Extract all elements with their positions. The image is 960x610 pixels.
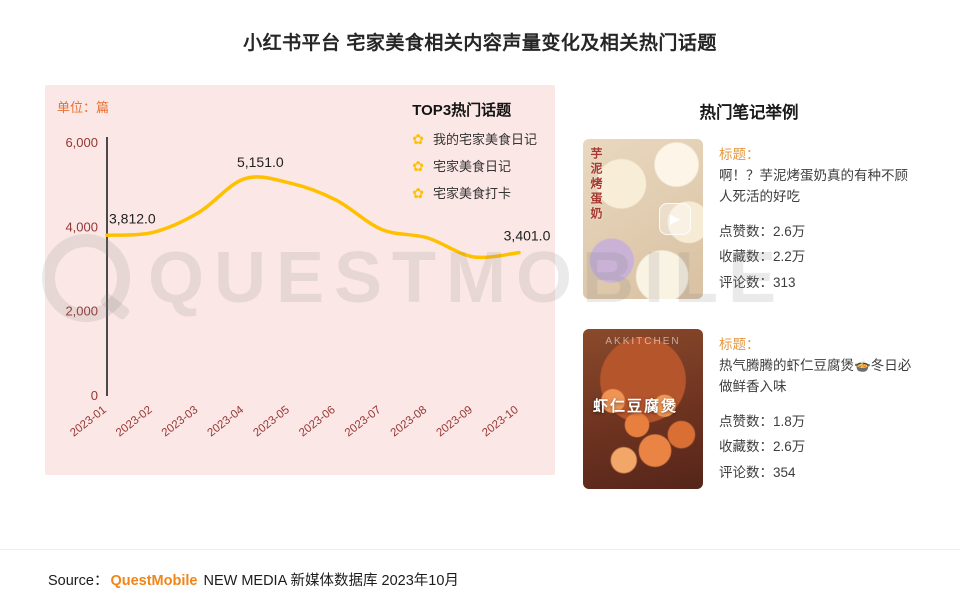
note-card: AKKITCHEN 虾仁豆腐煲 标题： 热气腾腾的虾仁豆腐煲🍲冬日必做鲜香入味 … — [583, 329, 915, 489]
comments-stat: 评论数：354 — [719, 460, 915, 486]
legend-title: TOP3热门话题 — [412, 102, 512, 119]
notes-heading: 热门笔记举例 — [699, 104, 799, 122]
topic-icon: ✿ — [412, 184, 424, 201]
svg-text:2023-01: 2023-01 — [68, 404, 109, 439]
svg-text:2023-05: 2023-05 — [251, 404, 292, 439]
likes-label: 点赞数： — [719, 223, 773, 239]
favorites-label: 收藏数： — [719, 439, 773, 455]
svg-text:3,812.0: 3,812.0 — [109, 210, 156, 226]
note-title-label: 标题： — [719, 147, 760, 162]
svg-text:6,000: 6,000 — [65, 135, 98, 150]
likes-value: 2.6万 — [773, 223, 806, 239]
svg-text:2,000: 2,000 — [65, 304, 98, 319]
legend-item-topic-2: ✿ 宅家美食日记 — [412, 156, 537, 175]
topic-label: 宅家美食打卡 — [432, 186, 511, 201]
unit-label: 单位：篇 — [57, 100, 110, 115]
comments-value: 313 — [773, 275, 796, 291]
svg-text:2023-09: 2023-09 — [434, 404, 475, 439]
svg-text:4,000: 4,000 — [65, 219, 98, 234]
topic-icon: ✿ — [412, 130, 424, 147]
likes-label: 点赞数： — [719, 413, 773, 429]
favorites-stat: 收藏数：2.6万 — [719, 434, 915, 460]
thumbnail-overlay-text: 芋泥烤蛋奶 — [589, 147, 603, 222]
favorites-stat: 收藏数：2.2万 — [719, 244, 915, 270]
comments-value: 354 — [773, 465, 796, 481]
svg-text:3,401.0: 3,401.0 — [504, 228, 551, 244]
hot-notes-panel: 热门笔记举例 芋泥烤蛋奶 ▶ 标题： 啊！？芋泥烤蛋奶真的有种不顾人死活的好吃 … — [583, 85, 915, 519]
topic-label: 宅家美食日记 — [432, 159, 511, 174]
comments-stat: 评论数：313 — [719, 270, 915, 296]
source-line: Source： QuestMobile NEW MEDIA 新媒体数据库 2023年… — [48, 569, 459, 590]
svg-text:5,151.0: 5,151.0 — [237, 154, 284, 170]
source-brand: QuestMobile — [110, 573, 198, 589]
svg-text:2023-08: 2023-08 — [389, 404, 430, 439]
note-details: 标题： 啊！？芋泥烤蛋奶真的有种不顾人死活的好吃 点赞数：2.6万 收藏数：2.… — [719, 139, 915, 299]
legend-item-topic-3: ✿ 宅家美食打卡 — [412, 183, 537, 202]
favorites-label: 收藏数： — [719, 249, 773, 265]
thumbnail-brand-text: AKKITCHEN — [605, 336, 681, 347]
chart-legend: TOP3热门话题 ✿ 我的宅家美食日记 ✿ 宅家美食日记 ✿ 宅家美食打卡 — [412, 99, 537, 210]
svg-text:2023-03: 2023-03 — [160, 404, 201, 439]
note-title: 热气腾腾的虾仁豆腐煲🍲冬日必做鲜香入味 — [719, 358, 912, 394]
svg-text:2023-04: 2023-04 — [206, 404, 247, 440]
source-suffix: NEW MEDIA 新媒体数据库 2023年10月 — [203, 573, 459, 589]
main-content: 单位：篇 TOP3热门话题 ✿ 我的宅家美食日记 ✿ 宅家美食日记 ✿ 宅家美食… — [0, 85, 960, 519]
likes-value: 1.8万 — [773, 413, 806, 429]
likes-stat: 点赞数：1.8万 — [719, 409, 915, 435]
favorites-value: 2.6万 — [773, 439, 806, 455]
slide: 小红书平台 宅家美食相关内容声量变化及相关热门话题 单位：篇 TOP3热门话题 … — [0, 28, 960, 589]
topic-label: 我的宅家美食日记 — [432, 132, 537, 147]
legend-item-topic-1: ✿ 我的宅家美食日记 — [412, 129, 537, 148]
svg-text:2023-06: 2023-06 — [297, 404, 338, 439]
svg-text:2023-02: 2023-02 — [114, 404, 155, 439]
svg-text:0: 0 — [91, 388, 98, 403]
footer-divider — [0, 549, 960, 550]
likes-stat: 点赞数：2.6万 — [719, 219, 915, 245]
svg-text:2023-07: 2023-07 — [343, 404, 384, 439]
play-icon: ▶ — [659, 203, 691, 235]
volume-chart-panel: 单位：篇 TOP3热门话题 ✿ 我的宅家美食日记 ✿ 宅家美食日记 ✿ 宅家美食… — [45, 85, 555, 475]
note-title: 啊！？芋泥烤蛋奶真的有种不顾人死活的好吃 — [719, 168, 908, 204]
note-title-label: 标题： — [719, 337, 760, 352]
comments-label: 评论数： — [719, 275, 773, 291]
note-details: 标题： 热气腾腾的虾仁豆腐煲🍲冬日必做鲜香入味 点赞数：1.8万 收藏数：2.6… — [719, 329, 915, 489]
svg-text:2023-10: 2023-10 — [480, 404, 521, 439]
source-label: Source： — [48, 573, 109, 589]
thumbnail-overlay-text: 虾仁豆腐煲 — [593, 398, 679, 415]
note-thumbnail-custard: 芋泥烤蛋奶 ▶ — [583, 139, 703, 299]
page-title: 小红书平台 宅家美食相关内容声量变化及相关热门话题 — [243, 33, 717, 54]
note-card: 芋泥烤蛋奶 ▶ 标题： 啊！？芋泥烤蛋奶真的有种不顾人死活的好吃 点赞数：2.6… — [583, 139, 915, 299]
note-thumbnail-shrimp-tofu: AKKITCHEN 虾仁豆腐煲 — [583, 329, 703, 489]
comments-label: 评论数： — [719, 465, 773, 481]
topic-icon: ✿ — [412, 157, 424, 174]
favorites-value: 2.2万 — [773, 249, 806, 265]
